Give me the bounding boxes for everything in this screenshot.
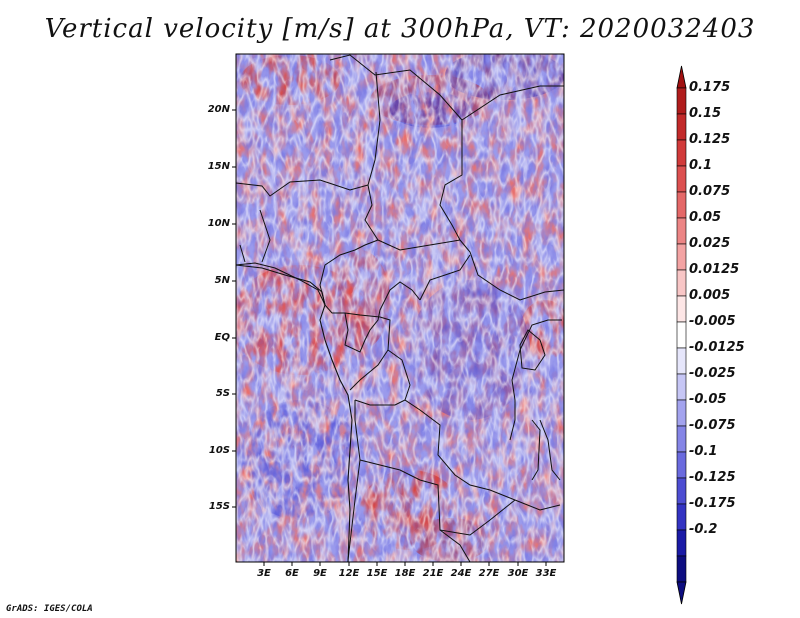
colorbar-min-arrow (676, 581, 687, 605)
colorbar-segment (676, 477, 687, 505)
lat-label-5s: 5S (215, 388, 230, 399)
colorbar-label: 0.15 (689, 106, 722, 121)
grads-credit: GrADS: IGES/COLA (6, 604, 93, 614)
lon-label-9e: 9E (313, 568, 327, 579)
colorbar-segment (676, 347, 687, 375)
country-borders (236, 54, 564, 562)
lat-label-5n: 5N (214, 275, 230, 286)
colorbar-label: 0.1 (689, 158, 713, 173)
colorbar-segment (676, 321, 687, 349)
lon-label-3e: 3E (257, 568, 271, 579)
colorbar-label: -0.025 (689, 366, 736, 381)
lon-label-30e: 30E (507, 568, 529, 579)
colorbar-segment (676, 425, 687, 453)
colorbar-label: -0.2 (689, 522, 718, 537)
colorbar-segment (676, 529, 687, 557)
lat-label-eq: EQ (214, 332, 230, 343)
colorbar-segment (676, 165, 687, 193)
colorbar-label: -0.0125 (689, 340, 745, 355)
colorbar-segment (676, 113, 687, 141)
lon-label-21e: 21E (422, 568, 444, 579)
map-frame (235, 53, 565, 563)
colorbar-segment (676, 243, 687, 271)
colorbar-label: 0.0125 (689, 262, 740, 277)
coastline (236, 264, 353, 562)
colorbar-segment (676, 269, 687, 297)
colorbar-segment (676, 295, 687, 323)
lon-label-18e: 18E (394, 568, 416, 579)
vertical-velocity-field (236, 54, 564, 562)
colorbar-label: -0.1 (689, 444, 718, 459)
colorbar-segment (676, 555, 687, 583)
colorbar-segment (676, 87, 687, 115)
lat-label-10s: 10S (208, 445, 230, 456)
axis-ticks (232, 109, 547, 566)
lon-label-24e: 24E (450, 568, 472, 579)
colorbar-label: 0.175 (689, 80, 731, 95)
colorbar-segment (676, 373, 687, 401)
colorbar-label: -0.125 (689, 470, 736, 485)
colorbar-label: -0.005 (689, 314, 736, 329)
colorbar-label: -0.075 (689, 418, 736, 433)
colorbar-segment (676, 217, 687, 245)
colorbar-label: 0.05 (689, 210, 722, 225)
lat-label-20n: 20N (207, 104, 230, 115)
colorbar (676, 65, 687, 605)
colorbar-label: -0.175 (689, 496, 736, 511)
colorbar-max-arrow (676, 65, 687, 89)
colorbar-segment (676, 139, 687, 167)
colorbar-label: -0.05 (689, 392, 727, 407)
colorbar-label: 0.075 (689, 184, 731, 199)
colorbar-label: 0.125 (689, 132, 731, 147)
colorbar-segment (676, 399, 687, 427)
lon-label-12e: 12E (338, 568, 360, 579)
lon-label-6e: 6E (285, 568, 299, 579)
lon-label-33e: 33E (535, 568, 557, 579)
lat-label-15s: 15S (208, 501, 230, 512)
lat-label-15n: 15N (207, 161, 230, 172)
colorbar-segment (676, 191, 687, 219)
lat-label-10n: 10N (207, 218, 230, 229)
map-title: Vertical velocity [m/s] at 300hPa, VT: 2… (44, 14, 756, 44)
colorbar-label: 0.005 (689, 288, 731, 303)
colorbar-segment (676, 503, 687, 531)
lon-label-15e: 15E (366, 568, 388, 579)
colorbar-label: 0.025 (689, 236, 731, 251)
lon-label-27e: 27E (478, 568, 500, 579)
colorbar-segment (676, 451, 687, 479)
